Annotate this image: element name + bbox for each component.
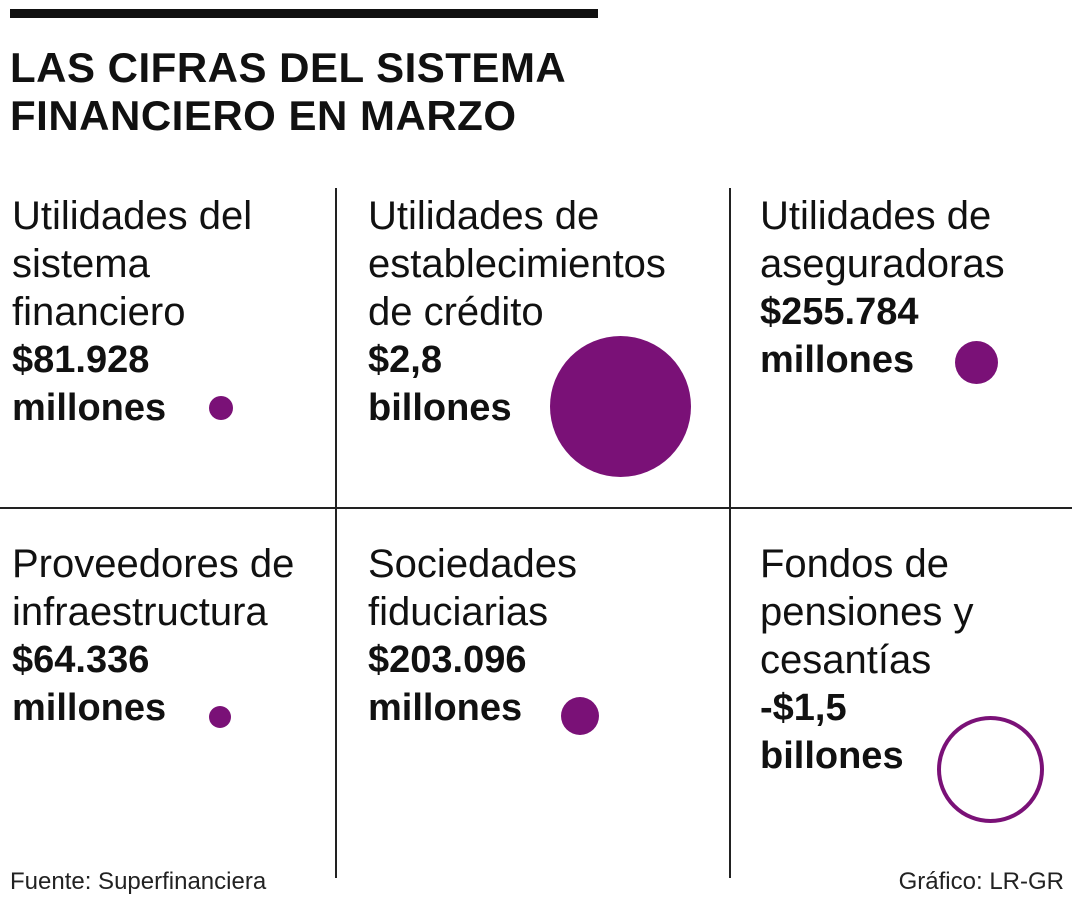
title-line-1: LAS CIFRAS DEL SISTEMA: [10, 44, 567, 91]
metric-value: $203.096 millones: [368, 639, 527, 729]
bubble-proveedores-infraestructura: [209, 706, 231, 728]
bubble-aseguradoras: [955, 341, 998, 384]
bubble-establecimientos-credito: [550, 336, 691, 477]
metric-label: Utilidades de aseguradoras: [760, 194, 1005, 286]
metric-label: Fondos de pensiones y cesantías: [760, 542, 974, 682]
metric-cell-establecimientos-credito: Utilidades de establecimientos de crédit…: [368, 192, 666, 432]
metric-value: $64.336 millones: [12, 639, 167, 729]
metric-cell-proveedores-infraestructura: Proveedores de infraestructura $64.336 m…: [12, 540, 294, 732]
grid-divider-vertical-2: [729, 188, 731, 878]
infographic-title: LAS CIFRAS DEL SISTEMA FINANCIERO EN MAR…: [10, 44, 566, 140]
bubble-fondos-pensiones-negative: [937, 716, 1044, 823]
metric-label: Sociedades fiduciarias: [368, 542, 578, 634]
metric-label: Utilidades del sistema financiero: [12, 194, 253, 334]
metric-value: $2,8 billones: [368, 339, 512, 429]
bubble-sistema-financiero: [209, 396, 233, 420]
title-line-2: FINANCIERO EN MARZO: [10, 92, 517, 139]
metric-cell-aseguradoras: Utilidades de aseguradoras $255.784 mill…: [760, 192, 1005, 384]
top-rule: [10, 9, 598, 18]
bubble-sociedades-fiduciarias: [561, 697, 599, 735]
metric-value: $255.784 millones: [760, 291, 919, 381]
metric-label: Proveedores de infraestructura: [12, 542, 295, 634]
metric-label: Utilidades de establecimientos de crédit…: [368, 194, 666, 334]
metric-cell-sociedades-fiduciarias: Sociedades fiduciarias $203.096 millones: [368, 540, 577, 732]
metric-value: $81.928 millones: [12, 339, 167, 429]
metric-cell-sistema-financiero: Utilidades del sistema financiero $81.92…: [12, 192, 252, 432]
metric-cell-fondos-pensiones: Fondos de pensiones y cesantías -$1,5 bi…: [760, 540, 973, 780]
grid-divider-horizontal: [0, 507, 1072, 509]
source-note: Fuente: Superfinanciera: [10, 868, 267, 895]
grid-divider-vertical-1: [335, 188, 337, 878]
metric-value: -$1,5 billones: [760, 687, 904, 777]
graphic-credit: Gráfico: LR-GR: [898, 868, 1064, 895]
